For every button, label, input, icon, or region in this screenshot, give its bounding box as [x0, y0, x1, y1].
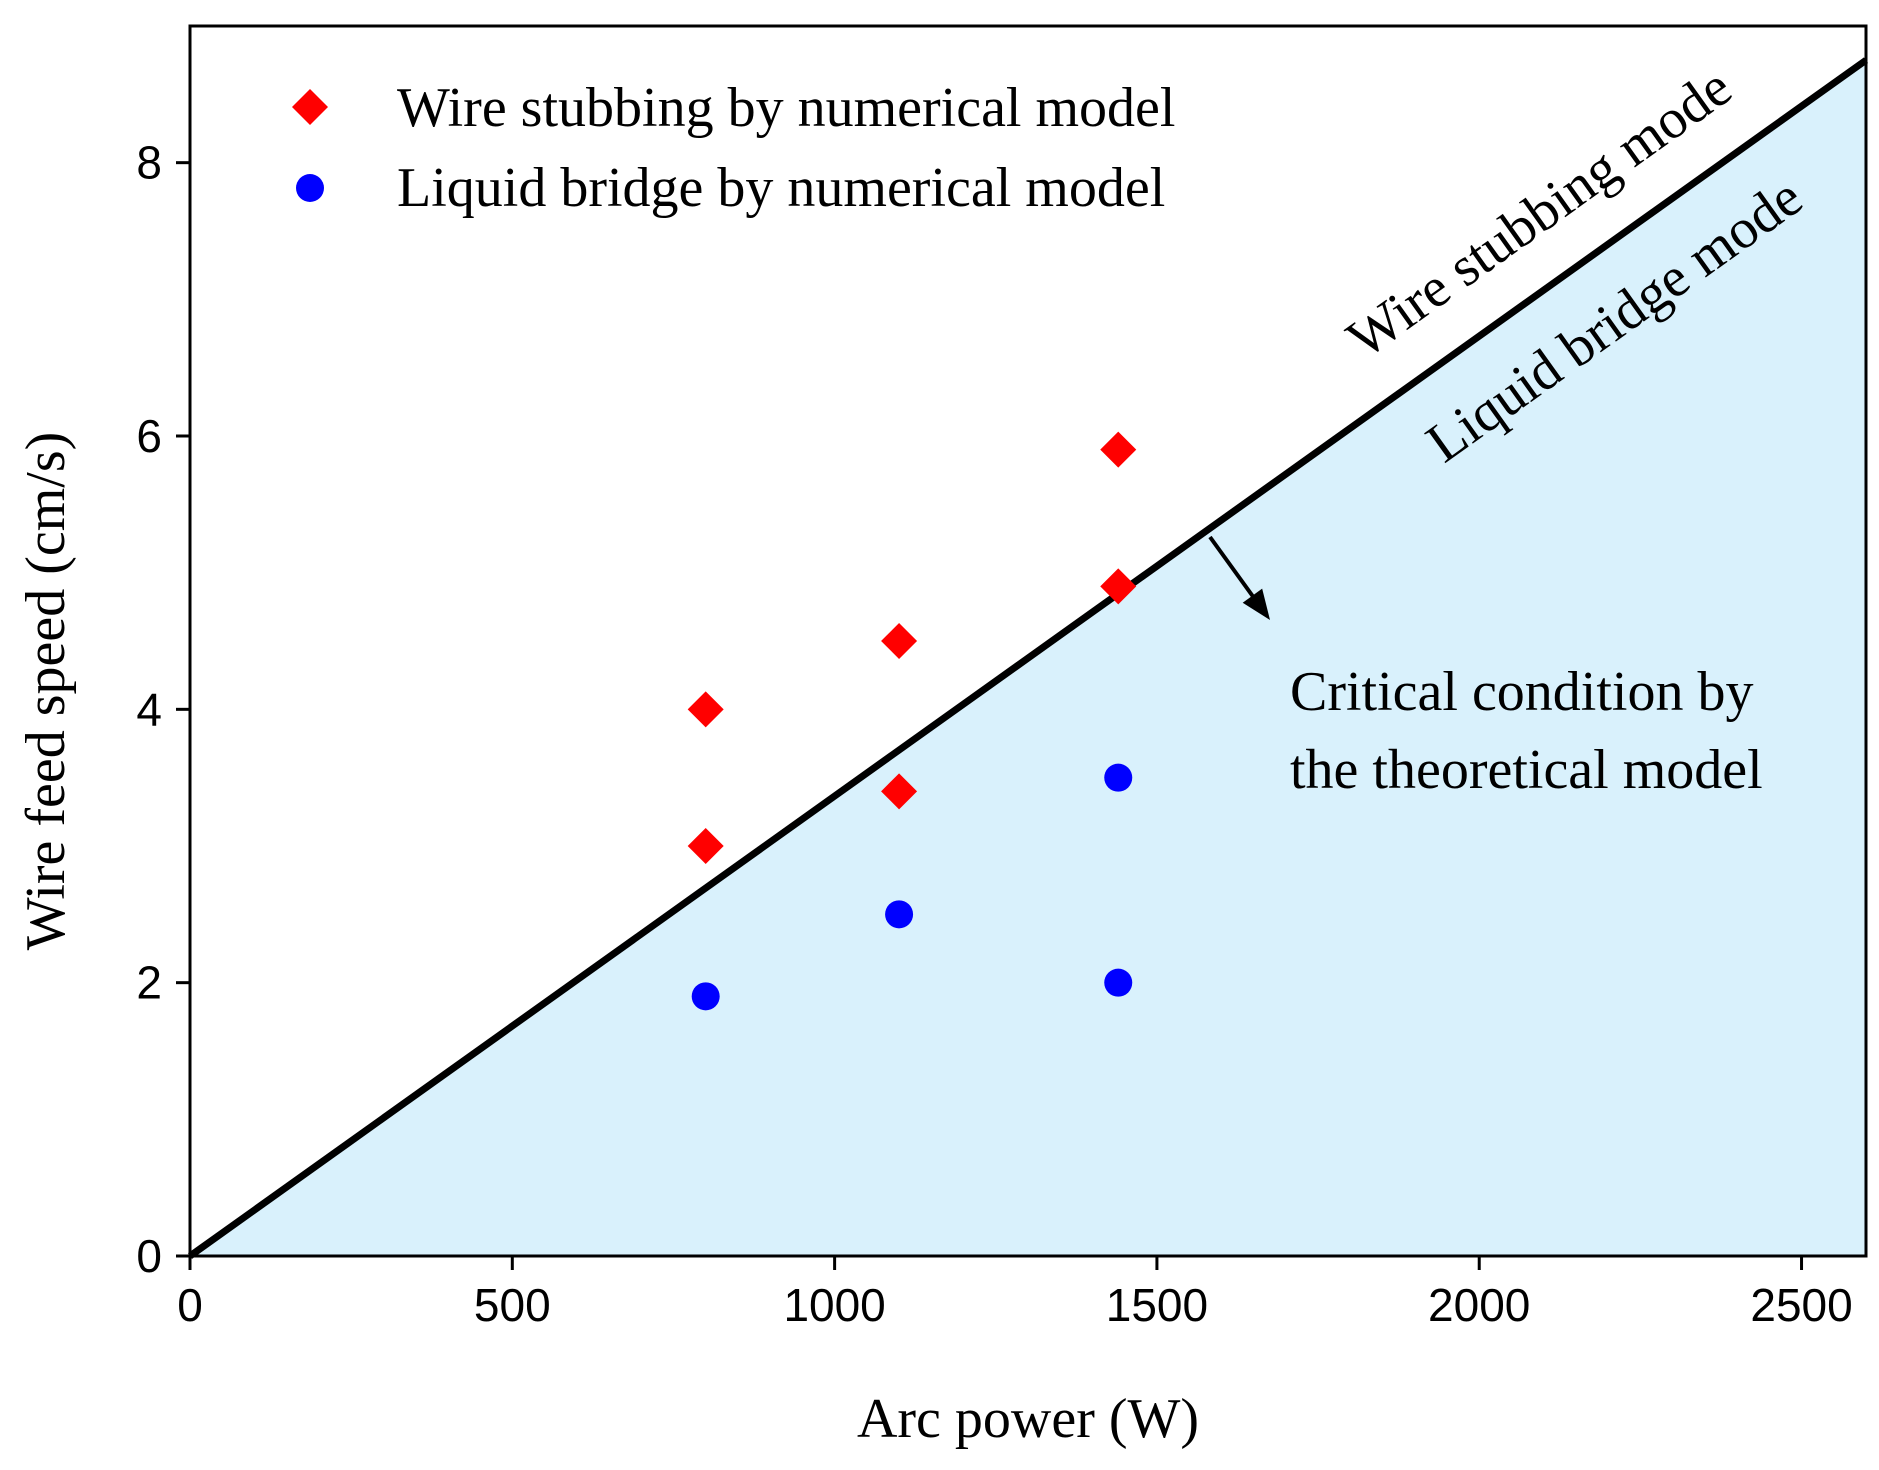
y-tick-label: 0: [136, 1230, 162, 1282]
x-axis-title: Arc power (W): [857, 1388, 1199, 1450]
legend-item-wire-stubbing: Wire stubbing by numerical model: [292, 77, 1175, 139]
point-liquid-bridge: [691, 982, 720, 1011]
y-tick-label: 2: [136, 957, 162, 1009]
y-axis-title: Wire feed speed (cm/s): [15, 432, 77, 951]
legend-label-wire-stubbing: Wire stubbing by numerical model: [397, 77, 1175, 139]
x-tick-label: 2500: [1750, 1279, 1852, 1331]
point-wire-stubbing: [687, 691, 724, 728]
critical-label-line-2: the theoretical model: [1290, 739, 1763, 801]
critical-line: [187, 57, 1869, 1259]
annotation-arrow-head: [1242, 588, 1270, 620]
data-points: [687, 431, 1137, 1011]
point-wire-stubbing: [881, 773, 918, 810]
plot-frame: [188, 24, 1868, 1258]
point-wire-stubbing: [687, 828, 724, 864]
legend-marker-diamond: [292, 89, 328, 125]
plot-area: 0 500 1000 1500 2000 2500 0 2 4 6 8: [136, 24, 1869, 1331]
legend-marker-circle: [296, 174, 324, 202]
x-tick-label: 1000: [783, 1279, 885, 1331]
legend-item-liquid-bridge: Liquid bridge by numerical model: [296, 157, 1165, 219]
point-wire-stubbing: [1100, 431, 1137, 468]
critical-label-line-1: Critical condition by: [1290, 661, 1753, 723]
x-tick-label: 1500: [1106, 1279, 1208, 1331]
legend: Wire stubbing by numerical model Liquid …: [292, 77, 1175, 219]
y-axis: 0 2 4 6 8: [136, 137, 190, 1282]
x-tick-label: 500: [474, 1279, 551, 1331]
x-tick-label: 2000: [1428, 1279, 1530, 1331]
point-liquid-bridge: [885, 900, 914, 929]
critical-condition-annotation: Critical condition by the theoretical mo…: [1208, 535, 1763, 801]
legend-label-liquid-bridge: Liquid bridge by numerical model: [397, 157, 1165, 219]
point-liquid-bridge: [1104, 968, 1133, 997]
x-tick-label: 0: [177, 1279, 203, 1331]
point-liquid-bridge: [1104, 763, 1133, 792]
y-tick-label: 8: [136, 137, 162, 189]
point-wire-stubbing: [1100, 568, 1137, 605]
y-tick-label: 4: [136, 683, 162, 735]
x-axis: 0 500 1000 1500 2000 2500: [177, 1256, 1853, 1331]
point-wire-stubbing: [881, 623, 918, 659]
y-tick-label: 6: [136, 410, 162, 462]
